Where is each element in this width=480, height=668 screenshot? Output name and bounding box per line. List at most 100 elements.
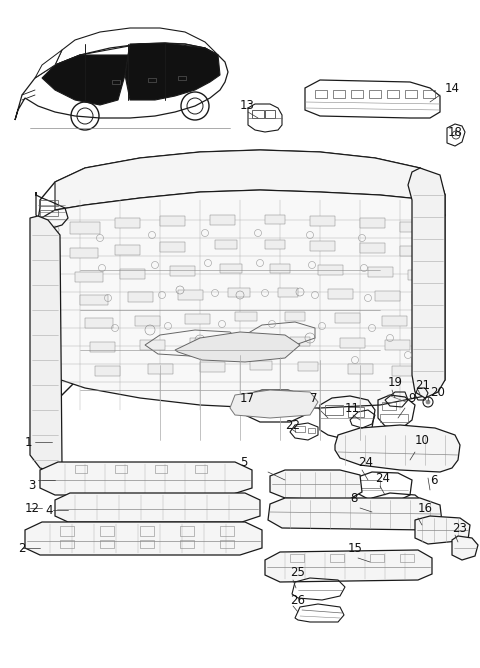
Bar — [180, 540, 194, 548]
Bar — [325, 405, 343, 415]
Text: 11: 11 — [345, 401, 360, 415]
Bar — [140, 340, 165, 350]
Polygon shape — [25, 522, 262, 555]
Text: 5: 5 — [240, 456, 247, 468]
Bar — [185, 314, 210, 324]
Bar — [360, 480, 380, 488]
Polygon shape — [452, 536, 478, 560]
Polygon shape — [335, 425, 460, 472]
Bar — [348, 364, 373, 374]
Bar — [340, 338, 365, 348]
Bar — [60, 526, 74, 536]
Bar — [382, 316, 407, 326]
Polygon shape — [415, 516, 470, 544]
Text: 12: 12 — [25, 502, 40, 514]
Bar — [290, 554, 304, 562]
Bar — [333, 90, 345, 98]
Bar — [382, 402, 396, 410]
Bar — [128, 292, 153, 302]
Bar — [112, 80, 120, 84]
Polygon shape — [38, 190, 445, 408]
Bar — [190, 338, 215, 348]
Bar — [148, 364, 173, 374]
Bar — [278, 288, 298, 297]
Bar — [400, 222, 420, 232]
Bar — [295, 426, 305, 432]
Bar — [120, 269, 145, 279]
Bar — [178, 290, 203, 300]
Bar — [370, 554, 384, 562]
Polygon shape — [268, 498, 442, 530]
Bar — [378, 500, 398, 508]
Bar — [148, 78, 156, 82]
Bar — [360, 218, 385, 228]
Bar — [85, 318, 113, 328]
Bar — [228, 288, 250, 297]
Text: 26: 26 — [290, 593, 305, 607]
Bar — [318, 265, 343, 275]
Text: 19: 19 — [388, 375, 403, 389]
Text: 15: 15 — [348, 542, 363, 554]
Bar — [90, 342, 115, 352]
Bar — [351, 90, 363, 98]
Polygon shape — [230, 390, 318, 418]
Polygon shape — [55, 493, 260, 522]
Text: 18: 18 — [448, 126, 463, 138]
Bar — [60, 540, 74, 548]
Bar — [40, 200, 58, 206]
Text: 6: 6 — [430, 474, 437, 486]
Bar — [140, 540, 154, 548]
Bar — [290, 337, 310, 346]
Text: 13: 13 — [240, 98, 255, 112]
Bar — [265, 240, 285, 249]
Text: 8: 8 — [350, 492, 358, 504]
Bar — [70, 222, 100, 234]
Text: 17: 17 — [240, 391, 255, 405]
Bar — [400, 246, 420, 256]
Bar — [270, 264, 290, 273]
Text: 2: 2 — [18, 542, 25, 554]
Text: 21: 21 — [415, 379, 430, 391]
Bar — [285, 312, 305, 321]
Bar — [155, 465, 167, 473]
Bar — [255, 396, 275, 404]
Bar — [100, 526, 114, 536]
Polygon shape — [35, 50, 62, 78]
Bar — [220, 540, 234, 548]
Bar — [170, 266, 195, 276]
Circle shape — [426, 400, 430, 404]
Text: 22: 22 — [285, 418, 300, 432]
Polygon shape — [125, 43, 220, 100]
Bar — [100, 540, 114, 548]
Bar — [115, 218, 140, 228]
Bar — [265, 215, 285, 224]
Bar — [70, 248, 98, 258]
Polygon shape — [55, 150, 445, 210]
Bar — [308, 428, 315, 433]
Bar — [368, 267, 393, 277]
Bar — [335, 313, 360, 323]
Bar — [235, 312, 257, 321]
Bar — [115, 465, 127, 473]
Text: 14: 14 — [445, 81, 460, 94]
Bar — [160, 216, 185, 226]
Text: 3: 3 — [28, 478, 36, 492]
Bar — [220, 526, 234, 536]
Bar — [280, 396, 298, 404]
Text: 16: 16 — [418, 502, 433, 514]
Text: 23: 23 — [452, 522, 467, 534]
Text: 24: 24 — [375, 472, 390, 484]
Bar — [369, 90, 381, 98]
Bar — [135, 316, 160, 326]
Polygon shape — [40, 462, 252, 495]
Polygon shape — [42, 55, 128, 105]
Bar — [265, 110, 275, 118]
Bar — [95, 366, 120, 376]
Bar — [178, 76, 186, 80]
Bar — [40, 210, 58, 216]
Bar — [200, 362, 225, 372]
Bar — [75, 465, 87, 473]
Bar — [220, 264, 242, 273]
Bar — [240, 337, 262, 346]
Bar — [310, 216, 335, 226]
